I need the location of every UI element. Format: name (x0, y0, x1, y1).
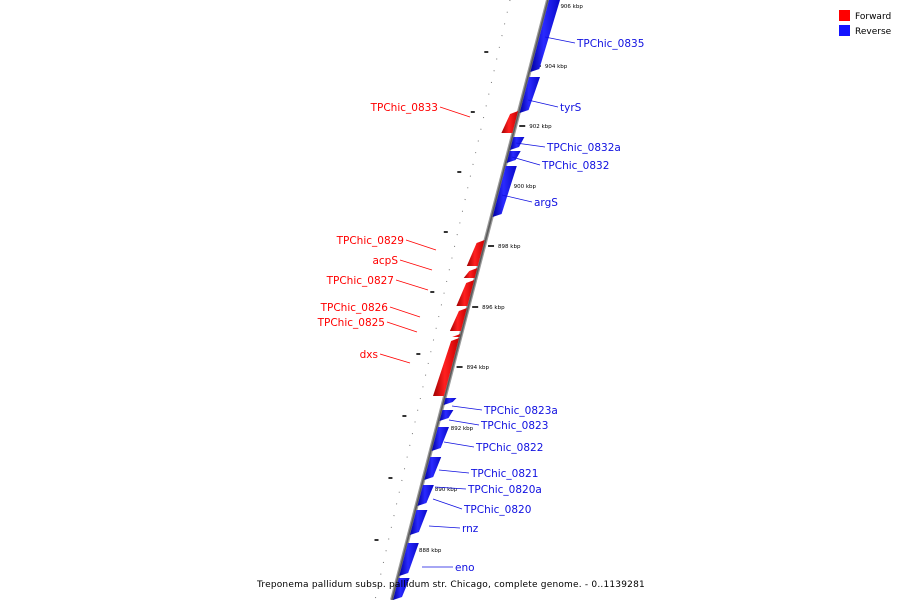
gene-tpchic-0820[interactable] (409, 510, 428, 535)
gene-tpchic-0822[interactable] (431, 427, 449, 451)
gene-tpchic-0835[interactable] (530, 0, 560, 72)
gene-label-tpchic-0832a[interactable]: TPChic_0832a (546, 142, 621, 154)
leader-line (439, 106, 471, 118)
legend-reverse-label: Reverse (855, 27, 892, 37)
leader-line (379, 353, 411, 364)
tick-label: 904 kbp (545, 64, 568, 70)
gene-tpchic-0821[interactable] (424, 457, 442, 480)
gene-label-rnz[interactable]: rnz (462, 523, 479, 535)
leader-line (527, 99, 559, 108)
gene-tpchic-0833[interactable] (501, 111, 519, 133)
legend: Forward Reverse (839, 10, 892, 37)
legend-forward-swatch (839, 10, 850, 21)
gene-label-args[interactable]: argS (534, 197, 558, 209)
leader-line (544, 36, 576, 44)
gene-dxs[interactable] (433, 338, 460, 396)
legend-reverse-swatch (839, 25, 850, 36)
leader-line (443, 441, 475, 448)
legend-forward-label: Forward (855, 12, 891, 22)
leader-line (515, 142, 546, 148)
tick-label: 888 kbp (419, 548, 442, 554)
gene-label-tpchic-0820a[interactable]: TPChic_0820a (467, 484, 542, 496)
label-group: TPChic_0835 tyrS TPChic_0832a TPChic_0832ar… (317, 36, 644, 574)
tick-label: 890 kbp (435, 487, 458, 493)
gene-tpchic-0823a[interactable] (443, 398, 457, 405)
leader-line (389, 306, 421, 318)
gene-label-tpchic-0827[interactable]: TPChic_0827 (326, 275, 394, 287)
genome-caption: Treponema pallidum subsp. pallidum str. … (256, 580, 645, 590)
tick-label: 898 kbp (498, 244, 521, 250)
tick-label: 894 kbp (467, 365, 490, 371)
gene-tpchic-0829[interactable] (466, 240, 485, 266)
gene-label-tpchic-0823a[interactable]: TPChic_0823a (483, 405, 558, 417)
gene-eno[interactable] (393, 578, 410, 600)
gene-label-tpchic-0825[interactable]: TPChic_0825 (317, 317, 385, 329)
gene-label-tpchic-0822[interactable]: TPChic_0822 (475, 442, 543, 454)
gene-group (393, 0, 560, 600)
gene-label-tpchic-0832[interactable]: TPChic_0832 (541, 160, 609, 172)
gene-label-dxs[interactable]: dxs (360, 349, 378, 361)
gene-tyrs[interactable] (519, 77, 540, 113)
leader-line (451, 405, 483, 411)
gene-label-tyrs[interactable]: tyrS (560, 102, 582, 114)
gene-label-tpchic-0820[interactable]: TPChic_0820 (463, 504, 531, 516)
gene-label-tpchic-0833[interactable]: TPChic_0833 (370, 102, 438, 114)
gene-label-tpchic-0826[interactable]: TPChic_0826 (320, 302, 389, 314)
leader-line (428, 525, 461, 529)
tick-label: 892 kbp (451, 426, 474, 432)
gene-label-eno[interactable]: eno (455, 562, 475, 574)
gene-tpchic-0826[interactable] (449, 308, 467, 331)
tick-group: 906 kbp 904 kbp 902 kbp 900 kbp 898 kbp 896 k… (374, 4, 583, 554)
gene-label-tpchic-0829[interactable]: TPChic_0829 (336, 235, 404, 247)
gene-tpchic-0820a[interactable] (417, 485, 434, 506)
gene-tpchic-0825[interactable] (448, 334, 461, 337)
leader-line (434, 486, 467, 490)
gene-args[interactable] (492, 166, 517, 217)
leader-line (448, 419, 480, 426)
gene-label-tpchic-0823[interactable]: TPChic_0823 (480, 420, 548, 432)
gene-tpchic-0832[interactable] (506, 151, 521, 163)
leader-line (438, 469, 470, 474)
gene-acps[interactable] (463, 268, 478, 278)
gene-tpchic-0823[interactable] (439, 410, 454, 421)
gene-label-acps[interactable]: acpS (372, 255, 398, 267)
leader-line (395, 279, 429, 291)
gene-rnz[interactable] (399, 543, 419, 576)
gene-label-tpchic-0821[interactable]: TPChic_0821 (470, 468, 538, 480)
genome-backbone-core (391, 0, 549, 600)
gene-label-tpchic-0835[interactable]: TPChic_0835 (576, 38, 644, 50)
tick-label: 902 kbp (529, 124, 552, 130)
tick-label: 900 kbp (514, 184, 537, 190)
tick-label: 896 kbp (482, 305, 505, 311)
leader-line (399, 259, 433, 271)
leader-line (432, 498, 463, 510)
leader-line (511, 156, 541, 166)
tick-label: 906 kbp (560, 4, 583, 10)
gene-tpchic-0827[interactable] (456, 280, 475, 306)
leader-line (405, 239, 437, 251)
leader-line (386, 321, 418, 333)
leader-line (501, 194, 533, 203)
